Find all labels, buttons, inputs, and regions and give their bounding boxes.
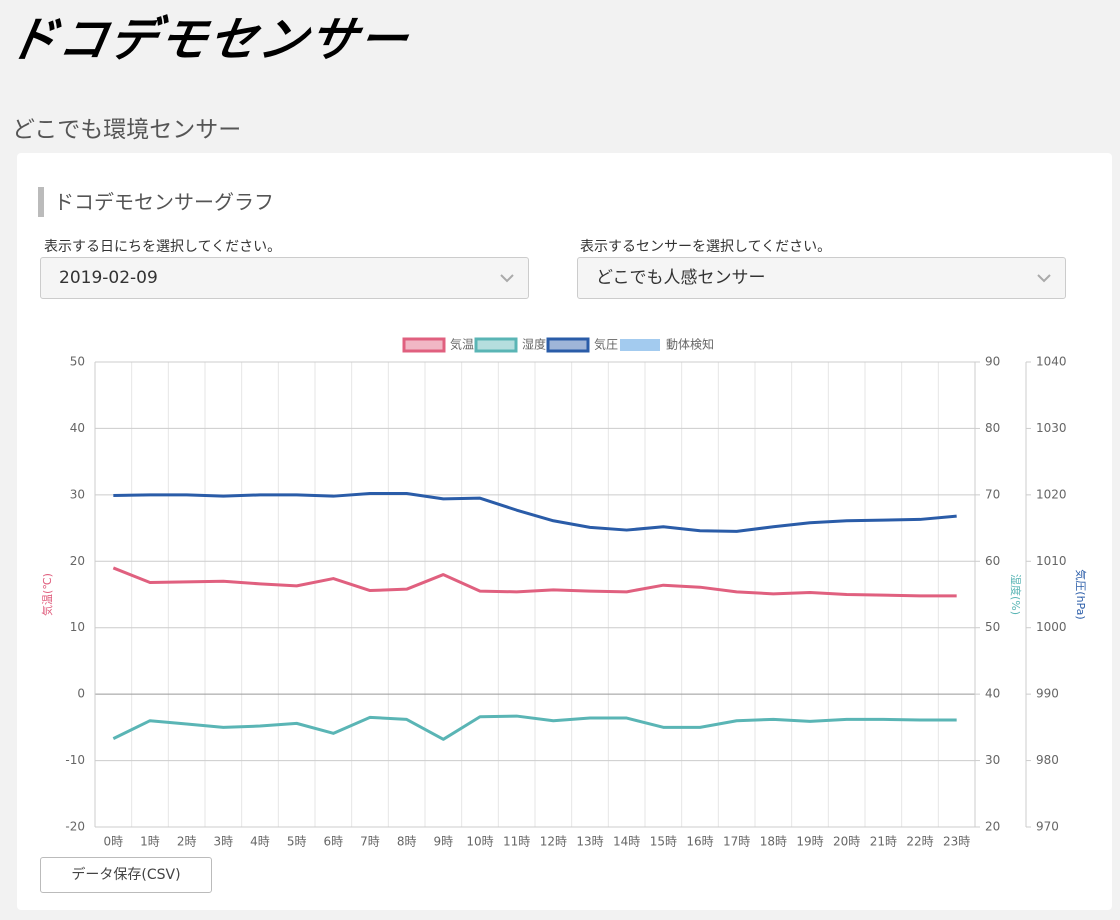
date-value: 2019-02-09 <box>59 268 158 288</box>
x-tick-label: 3時 <box>214 835 234 849</box>
y-tick-label: 50 <box>70 355 85 369</box>
chart: -20-100102030405020304050607080909709809… <box>40 337 1088 849</box>
y-tick-label: 30 <box>70 487 85 501</box>
y-tick-label: -20 <box>65 820 85 834</box>
y-tick-label: 40 <box>70 421 85 435</box>
line-series <box>113 492 957 533</box>
y2-axis-label: 湿度(%) <box>1009 574 1023 615</box>
y3-tick-label: 980 <box>1036 753 1059 767</box>
date-select[interactable]: 2019-02-09 <box>40 257 529 299</box>
page-title: どこでも環境センサー <box>12 117 242 143</box>
line-series <box>112 566 957 598</box>
y-tick-label: 10 <box>70 620 85 634</box>
y3-axis-label: 気圧(hPa) <box>1074 569 1088 619</box>
x-tick-label: 22時 <box>906 835 933 849</box>
x-tick-label: 16時 <box>686 835 713 849</box>
legend-label: 湿度 <box>522 337 546 352</box>
x-tick-label: 7時 <box>360 835 380 849</box>
legend-swatch <box>546 337 590 353</box>
x-tick-label: 6時 <box>324 835 344 849</box>
x-tick-label: 8時 <box>397 835 417 849</box>
x-tick-label: 17時 <box>723 835 750 849</box>
sensor-value: どこでも人感センサー <box>596 268 766 288</box>
sensor-label: 表示するセンサーを選択してください。 <box>580 239 832 255</box>
x-tick-label: 20時 <box>833 835 860 849</box>
legend-label: 気温 <box>450 337 474 352</box>
y2-tick-label: 50 <box>985 620 1000 634</box>
y2-tick-label: 20 <box>985 820 1000 834</box>
x-tick-label: 18時 <box>760 835 787 849</box>
x-tick-label: 13時 <box>576 835 603 849</box>
y3-tick-label: 1030 <box>1036 421 1067 435</box>
x-tick-label: 11時 <box>503 835 530 849</box>
x-tick-label: 21時 <box>870 835 897 849</box>
y2-tick-label: 30 <box>985 753 1000 767</box>
x-tick-label: 19時 <box>796 835 823 849</box>
chevron <box>500 274 514 283</box>
x-tick-label: 10時 <box>466 835 493 849</box>
y2-tick-label: 40 <box>985 687 1000 701</box>
x-tick-label: 9時 <box>434 835 454 849</box>
csv-button[interactable]: データ保存(CSV) <box>40 857 212 893</box>
sensor-select[interactable]: どこでも人感センサー <box>577 257 1066 299</box>
x-tick-label: 1時 <box>140 835 160 849</box>
card-title: ドコデモセンサーグラフ <box>38 187 274 217</box>
x-tick-label: 2時 <box>177 835 197 849</box>
y-tick-label: 20 <box>70 554 85 568</box>
x-tick-label: 15時 <box>650 835 677 849</box>
y3-tick-label: 990 <box>1036 687 1059 701</box>
y2-tick-label: 60 <box>985 554 1000 568</box>
y3-tick-label: 1020 <box>1036 487 1067 501</box>
y2-tick-label: 80 <box>985 421 1000 435</box>
x-tick-label: 4時 <box>250 835 270 849</box>
legend-swatch <box>474 337 518 353</box>
legend-label: 気圧 <box>594 337 618 352</box>
y3-tick-label: 1010 <box>1036 554 1067 568</box>
y-tick-label: 0 <box>77 687 85 701</box>
legend-label: 動体検知 <box>666 338 714 352</box>
x-tick-label: 5時 <box>287 835 307 849</box>
x-tick-label: 14時 <box>613 835 640 849</box>
y-axis-label: 気温(℃) <box>40 573 54 616</box>
x-tick-label: 23時 <box>943 835 970 849</box>
legend-swatch <box>620 339 660 351</box>
legend-swatch <box>402 337 446 353</box>
y-tick-label: -10 <box>65 753 85 767</box>
y2-tick-label: 70 <box>985 487 1000 501</box>
x-tick-label: 0時 <box>104 835 124 849</box>
chevron <box>1037 274 1051 283</box>
y2-tick-label: 90 <box>985 355 1000 369</box>
y3-tick-label: 1040 <box>1036 355 1067 369</box>
date-label: 表示する日にちを選択してください。 <box>44 239 282 255</box>
line-series <box>112 714 957 741</box>
x-tick-label: 12時 <box>540 835 567 849</box>
y3-tick-label: 970 <box>1036 820 1059 834</box>
y3-tick-label: 1000 <box>1036 620 1067 634</box>
